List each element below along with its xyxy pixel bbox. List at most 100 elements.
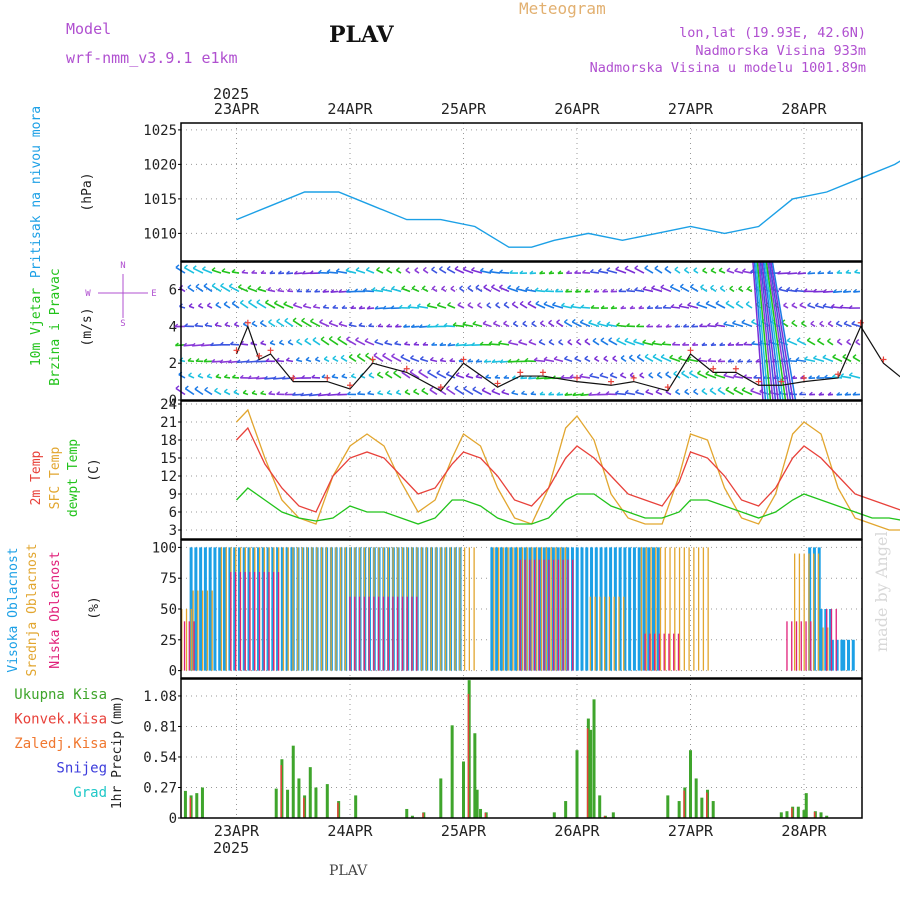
wind-arrow	[214, 390, 222, 396]
wind-arrowhead	[539, 320, 544, 324]
wind-arrowhead	[665, 371, 670, 375]
wind-arrowhead	[681, 370, 686, 374]
wind-arrowhead	[357, 390, 361, 395]
precip-legend-item: Grad	[73, 785, 107, 801]
wind-arrowhead	[660, 284, 665, 288]
wind-arrowhead	[839, 304, 844, 309]
wind-arrowhead	[284, 391, 288, 396]
wind-arrowhead	[365, 266, 370, 271]
wind-arrowhead	[184, 385, 189, 390]
wind-arrow	[386, 269, 393, 274]
wind-arrow	[645, 391, 654, 396]
gust-marker	[460, 356, 467, 363]
wind-arrowhead	[449, 357, 454, 362]
wind-arrowhead	[237, 284, 242, 288]
wind-arrow	[188, 374, 195, 379]
wind-arrow	[620, 357, 627, 363]
top-date-tick: 24APR	[327, 100, 373, 118]
wind-arrowhead	[855, 339, 860, 343]
wind-arrowhead	[377, 390, 382, 394]
wind-arrowhead	[429, 386, 434, 391]
wind-arrowhead	[354, 288, 359, 293]
wind-arrow	[284, 320, 294, 328]
wind-arrow	[660, 356, 672, 363]
wind-arrowhead	[291, 392, 296, 396]
wind-arrowhead	[239, 299, 244, 304]
wind-arrow	[615, 392, 627, 396]
wind-arrowhead	[588, 392, 593, 396]
wind-arrowhead	[832, 289, 837, 293]
precip-legend-item: Konvek.Kisa	[14, 712, 107, 728]
wind-arrowhead	[421, 387, 426, 392]
wind-arrowhead	[431, 342, 436, 346]
wind-arrowhead	[723, 321, 728, 325]
wind-arrow	[427, 371, 438, 379]
wind-arrow	[365, 269, 375, 274]
wind-arrow	[302, 272, 312, 275]
wind-arrowhead	[309, 318, 314, 322]
precip-bar	[286, 789, 290, 818]
wind-arrowhead	[528, 338, 533, 343]
wind-arrowhead	[675, 388, 680, 393]
wind-arrowhead	[618, 288, 623, 292]
wind-arrowhead	[669, 283, 674, 288]
precip-bar	[825, 815, 829, 818]
wind-arrow	[729, 287, 735, 293]
wind-arrow	[511, 392, 519, 396]
wind-arrow	[224, 323, 231, 328]
bottom-date-tick: 28APR	[781, 822, 827, 840]
wind-arrowhead	[548, 339, 553, 343]
wind-arrow	[669, 356, 681, 363]
wind-arrow	[697, 372, 708, 379]
panel-pressure: 1010 1015 1020 1025 Pritisak na nivou mora (h…	[29, 106, 900, 278]
wind-arrowhead	[845, 269, 850, 274]
wind-arrow	[852, 356, 861, 363]
elevation-label: Nadmorska Visina 933m	[695, 43, 866, 59]
conv-precip-bar	[586, 728, 589, 818]
wind-arrow	[194, 324, 204, 328]
wind-arrow	[328, 338, 339, 346]
conv-precip-bar	[337, 802, 339, 818]
wind-arrowhead	[689, 283, 694, 288]
wind-arrowhead	[277, 270, 282, 275]
wind-arrow	[732, 322, 744, 328]
wind-arrowhead	[431, 285, 436, 290]
wind-arrowhead	[846, 338, 851, 343]
wind-arrow	[600, 339, 609, 346]
wind-arrowhead	[410, 355, 414, 359]
wind-arrow	[340, 357, 348, 363]
wind-arrow	[374, 307, 384, 310]
wind-arrowhead	[286, 288, 291, 292]
wind-arrowhead	[422, 266, 427, 271]
wind-arrow	[247, 287, 258, 293]
wind-arrowhead	[401, 285, 406, 289]
wind-arrow	[202, 268, 213, 274]
conv-precip-bar	[813, 811, 816, 818]
wind-arrow	[283, 303, 294, 309]
wind-arrow	[598, 270, 609, 274]
wind-arrow	[175, 344, 186, 347]
wind-arrow	[733, 388, 744, 396]
wind-arrowhead	[331, 373, 336, 378]
wind-arrow	[522, 323, 528, 328]
wind-arrowhead	[174, 323, 179, 328]
wind-arrowhead	[260, 270, 265, 274]
wind-arrowhead	[413, 341, 418, 346]
wind-arrow	[431, 287, 438, 293]
wind-arrowhead	[211, 358, 216, 363]
wind-arrowhead	[356, 353, 361, 357]
precip-bar	[564, 801, 568, 818]
wind-arrowhead	[499, 269, 503, 273]
wind-arrowhead	[268, 319, 273, 323]
wind-arrowhead	[620, 305, 625, 310]
dewpoint-line	[236, 487, 900, 525]
wind-arrow	[626, 289, 636, 293]
wind-arrowhead	[285, 357, 290, 361]
wind-arrow	[797, 272, 807, 275]
precip-legend-item: Zaledj.Kisa	[14, 736, 107, 752]
wind-arrow	[337, 338, 348, 346]
axis-label: dewpt Temp	[66, 439, 81, 517]
wind-arrow	[214, 324, 222, 328]
wind-arrow	[499, 271, 510, 274]
wind-arrow	[400, 356, 411, 363]
